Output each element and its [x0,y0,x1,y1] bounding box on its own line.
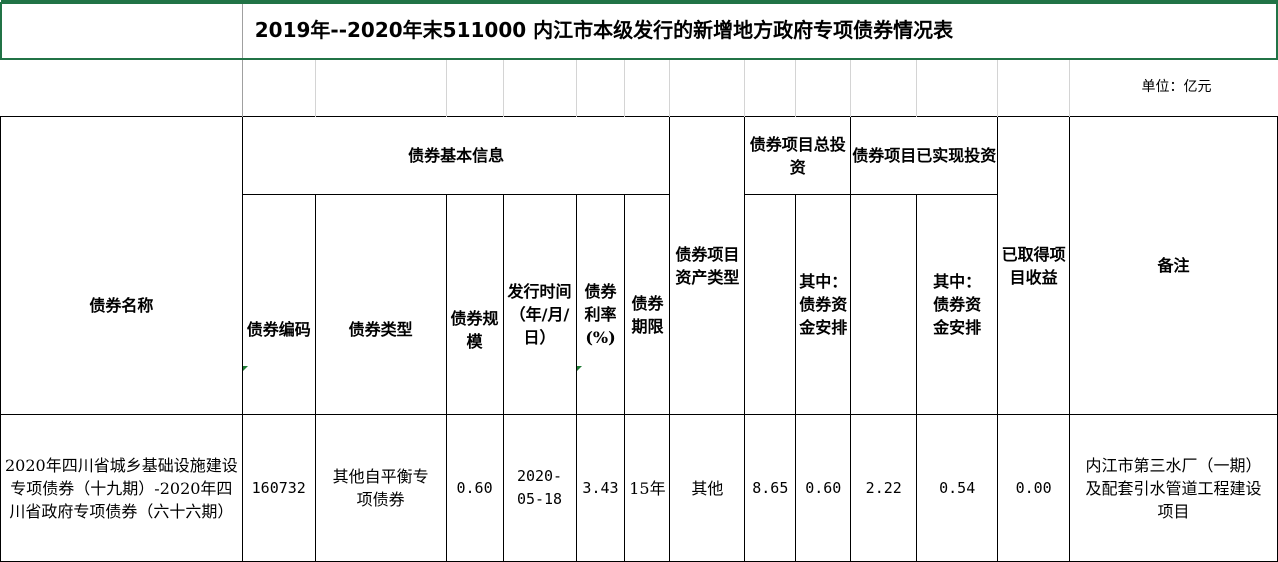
cell[interactable] [503,58,577,117]
bond-scale-cell[interactable]: 0.60 [445,414,504,562]
total-inv-bond-cell[interactable]: 0.60 [795,414,852,562]
header-basic-info: 债券基本信息 [241,116,671,195]
header-term: 债券期限 [624,194,671,415]
cell[interactable] [997,58,1071,117]
cell[interactable] [669,58,746,117]
header-issue-date: 发行时间（年/月/日） [502,194,577,415]
header-total-investment-blank [744,194,797,415]
header-realized-blank [850,194,918,415]
term-cell[interactable]: 15年 [624,414,671,562]
remarks-cell[interactable]: 内江市第三水厂（一期）及配套引水管道工程建设项目 [1069,414,1278,562]
header-bond-name: 债券名称 [0,116,243,415]
header-bond-name-text: 债券名称 [89,296,154,315]
cell-a2[interactable] [0,58,243,117]
cell[interactable] [850,58,918,117]
comment-marker-icon [243,366,248,371]
bond-name-cell[interactable]: 2020年四川省城乡基础设施建设专项债券（十九期）-2020年四川省政府专项债券… [0,414,243,562]
cell[interactable] [446,58,504,117]
bond-type-cell[interactable]: 其他自平衡专项债券 [314,414,447,562]
header-bond-scale: 债券规模 [445,194,504,415]
realized-investment-cell[interactable]: 2.22 [850,414,918,562]
header-total-investment: 债券项目总投资 [744,116,852,195]
cell[interactable] [916,58,999,117]
cell[interactable] [242,58,316,117]
header-realized-inv-bond: 其中：债券资金安排 [916,194,999,415]
cell-a1[interactable] [0,0,243,58]
table-row: 2020年四川省城乡基础设施建设专项债券（十九期）-2020年四川省政府专项债券… [0,414,1278,562]
realized-inv-bond-cell[interactable]: 0.54 [916,414,999,562]
header-rate: 债券利率(%) [575,194,626,415]
header-remarks: 备注 [1069,116,1278,415]
header-bond-code: 债券编码 [241,194,316,415]
cell[interactable] [576,58,626,117]
header-asset-type: 债券项目资产类型 [669,116,746,415]
total-investment-cell[interactable]: 8.65 [744,414,797,562]
sheet-title[interactable]: 2019年--2020年末511000 内江市本级发行的新增地方政府专项债券情况… [242,0,1278,58]
header-bond-type: 债券类型 [314,194,447,415]
issue-date-cell[interactable]: 2020-05-18 [502,414,577,562]
asset-type-cell[interactable]: 其他 [669,414,746,562]
header-realized-investment: 债券项目已实现投资 [850,116,999,195]
cell[interactable] [624,58,671,117]
cell[interactable] [795,58,852,117]
unit-label: 单位：亿元 [1141,78,1212,95]
cell[interactable] [315,58,447,117]
comment-marker-icon [577,366,582,371]
header-income: 已取得项目收益 [997,116,1071,415]
cell[interactable] [744,58,797,117]
rate-cell[interactable]: 3.43 [575,414,626,562]
bond-code-cell[interactable]: 160732 [241,414,316,562]
header-total-inv-bond: 其中：债券资金安排 [795,194,852,415]
income-cell[interactable]: 0.00 [997,414,1071,562]
